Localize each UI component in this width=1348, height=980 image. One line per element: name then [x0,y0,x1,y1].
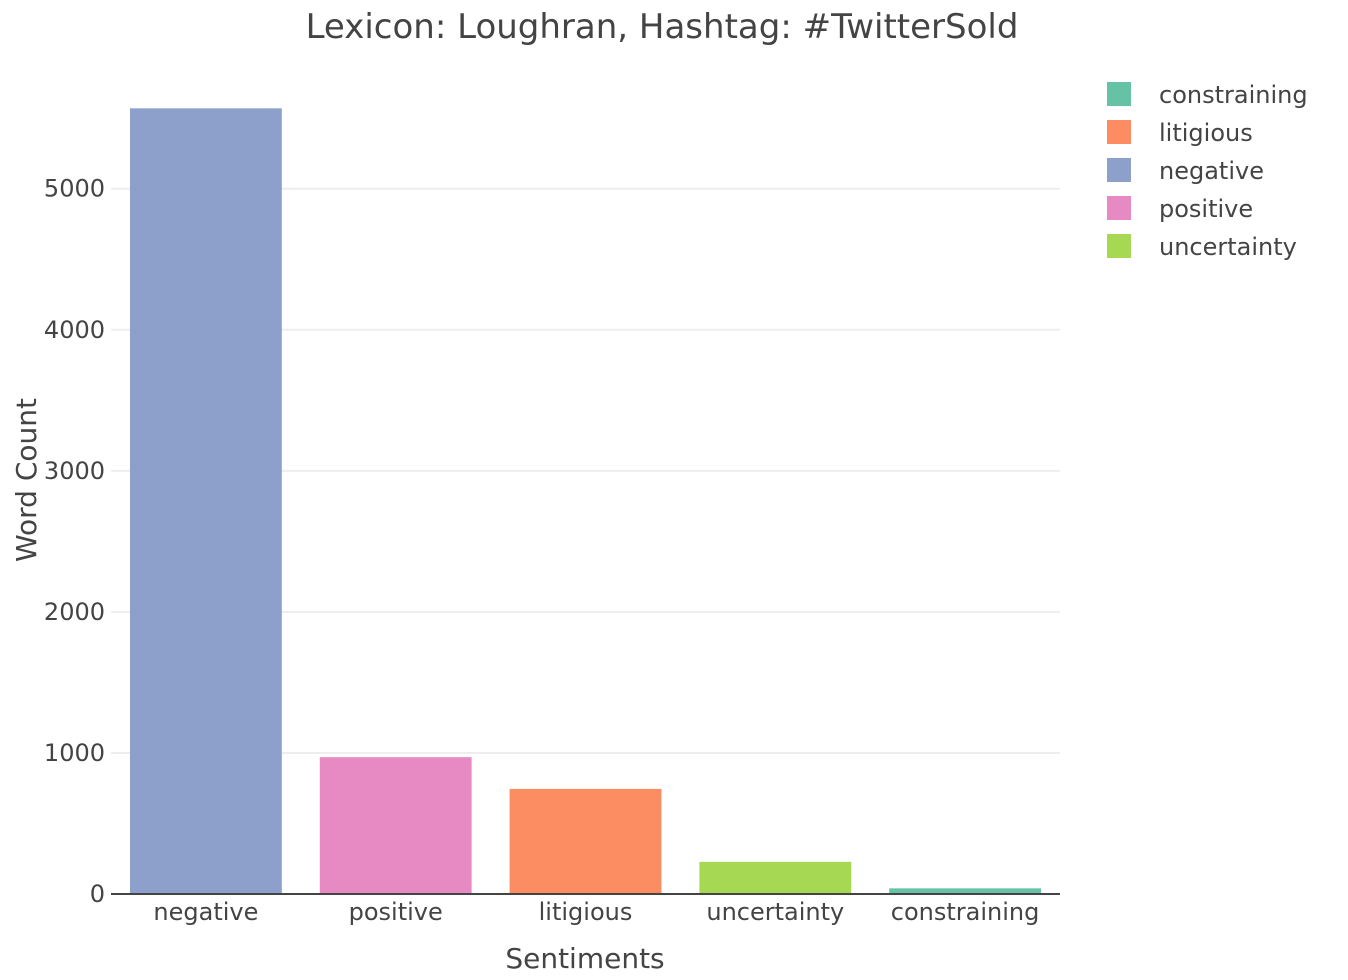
legend-swatch[interactable] [1107,158,1131,182]
bars-layer [129,108,1042,894]
legend: constraining litigious negative positive unc… [1107,81,1308,261]
y-tick-label: 1000 [44,739,105,767]
chart-title: Lexicon: Loughran, Hashtag: #TwitterSold [306,7,1019,47]
x-tick-label: negative [153,898,258,926]
bar-positive[interactable] [319,757,472,894]
y-tick-layer: 0 1000 2000 3000 4000 5000 [44,175,105,908]
legend-swatch[interactable] [1107,120,1131,144]
x-tick-layer: negative positive litigious uncertainty cons… [153,898,1039,926]
legend-swatch[interactable] [1107,196,1131,220]
x-tick-label: litigious [539,898,633,926]
y-tick-label: 5000 [44,175,105,203]
x-tick-label: constraining [891,898,1040,926]
legend-swatch[interactable] [1107,234,1131,258]
bar-litigious[interactable] [509,788,662,894]
bar-uncertainty[interactable] [699,861,852,894]
legend-swatch[interactable] [1107,82,1131,106]
y-tick-label: 3000 [44,457,105,485]
y-tick-label: 4000 [44,316,105,344]
legend-label[interactable]: constraining [1159,81,1308,109]
y-axis-title: Word Count [10,398,43,562]
legend-label[interactable]: negative [1159,157,1264,185]
x-tick-label: uncertainty [706,898,844,926]
legend-label[interactable]: positive [1159,195,1253,223]
x-tick-label: positive [349,898,443,926]
legend-label[interactable]: litigious [1159,119,1253,147]
legend-label[interactable]: uncertainty [1159,233,1297,261]
x-axis-title: Sentiments [505,942,664,975]
bar-negative[interactable] [129,108,282,894]
y-tick-label: 2000 [44,598,105,626]
bar-constraining[interactable] [889,888,1042,894]
y-tick-label: 0 [90,880,105,908]
